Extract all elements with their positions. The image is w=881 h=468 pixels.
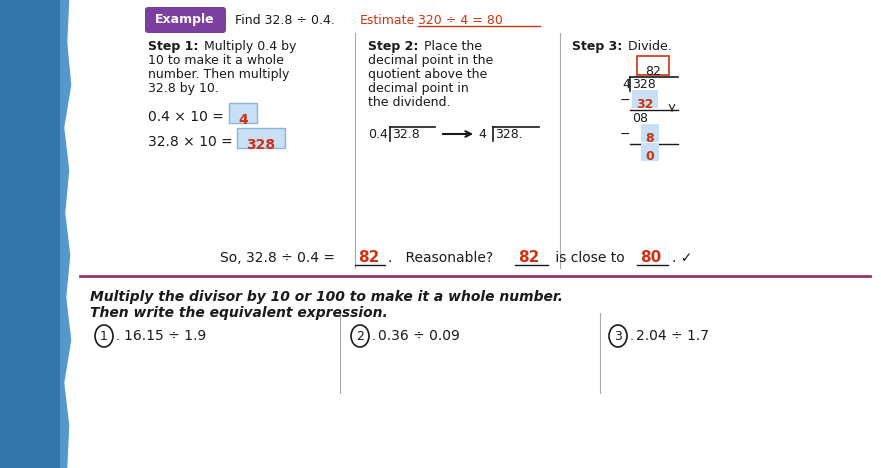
- Text: 4: 4: [622, 78, 630, 91]
- Text: 328.: 328.: [495, 128, 522, 141]
- Text: Find 32.8 ÷ 0.4.: Find 32.8 ÷ 0.4.: [235, 14, 335, 27]
- Text: 16.15 ÷ 1.9: 16.15 ÷ 1.9: [124, 329, 206, 343]
- Text: .: .: [372, 329, 376, 343]
- Text: 0.4 × 10 =: 0.4 × 10 =: [148, 110, 228, 124]
- FancyBboxPatch shape: [229, 103, 257, 123]
- Text: Example: Example: [155, 14, 215, 27]
- Text: 2: 2: [356, 329, 364, 343]
- Text: decimal point in the: decimal point in the: [368, 54, 493, 67]
- FancyBboxPatch shape: [237, 128, 285, 148]
- Text: 1: 1: [100, 329, 108, 343]
- Circle shape: [720, 0, 881, 148]
- FancyBboxPatch shape: [632, 90, 658, 108]
- FancyBboxPatch shape: [641, 143, 659, 161]
- Text: 3: 3: [614, 329, 622, 343]
- Text: 0.4: 0.4: [368, 128, 388, 141]
- Text: 32: 32: [636, 98, 654, 111]
- FancyBboxPatch shape: [641, 124, 659, 142]
- Text: 82: 82: [518, 250, 539, 265]
- Text: decimal point in: decimal point in: [368, 82, 469, 95]
- Text: So, 32.8 ÷ 0.4 =: So, 32.8 ÷ 0.4 =: [220, 251, 339, 265]
- Text: 82: 82: [358, 250, 380, 265]
- Text: Multiply 0.4 by: Multiply 0.4 by: [200, 40, 296, 53]
- Text: Step 1:: Step 1:: [148, 40, 198, 53]
- Text: −: −: [619, 94, 630, 107]
- Bar: [0, 0, 75, 468]
- Text: 328: 328: [247, 138, 276, 152]
- Text: 4: 4: [238, 113, 248, 127]
- Text: 0: 0: [646, 150, 655, 163]
- Text: 08: 08: [632, 112, 648, 125]
- Text: 328: 328: [632, 78, 655, 91]
- Text: Place the: Place the: [420, 40, 482, 53]
- Text: .: .: [630, 329, 634, 343]
- Text: −: −: [619, 128, 630, 141]
- Text: 80: 80: [640, 250, 662, 265]
- Text: 32.8 × 10 =: 32.8 × 10 =: [148, 135, 237, 149]
- Text: 82: 82: [645, 65, 661, 78]
- Text: quotient above the: quotient above the: [368, 68, 487, 81]
- Text: 2.04 ÷ 1.7: 2.04 ÷ 1.7: [636, 329, 709, 343]
- Text: 0.36 ÷ 0.09: 0.36 ÷ 0.09: [378, 329, 460, 343]
- Text: 8: 8: [646, 132, 655, 145]
- Bar: [0, 0, 60, 468]
- Text: number. Then multiply: number. Then multiply: [148, 68, 289, 81]
- Text: 4: 4: [478, 128, 486, 141]
- Text: Then write the equivalent expression.: Then write the equivalent expression.: [90, 306, 388, 320]
- Text: 32.8: 32.8: [392, 128, 419, 141]
- FancyBboxPatch shape: [637, 56, 669, 75]
- Text: Step 2:: Step 2:: [368, 40, 418, 53]
- FancyBboxPatch shape: [145, 7, 226, 33]
- Text: . ✓: . ✓: [672, 251, 692, 265]
- Text: Estimate: Estimate: [360, 14, 415, 27]
- Text: is close to: is close to: [551, 251, 629, 265]
- Text: Multiply the divisor by 10 or 100 to make it a whole number.: Multiply the divisor by 10 or 100 to mak…: [90, 290, 563, 304]
- Text: 10 to make it a whole: 10 to make it a whole: [148, 54, 284, 67]
- Text: .   Reasonable?: . Reasonable?: [388, 251, 493, 265]
- Text: .: .: [116, 329, 120, 343]
- Text: the dividend.: the dividend.: [368, 96, 450, 109]
- Text: Practice: Practice: [770, 8, 840, 23]
- Text: 32.8 by 10.: 32.8 by 10.: [148, 82, 218, 95]
- Text: Divide.: Divide.: [624, 40, 671, 53]
- Text: 320 ÷ 4 = 80: 320 ÷ 4 = 80: [418, 14, 503, 27]
- Text: Step 3:: Step 3:: [572, 40, 622, 53]
